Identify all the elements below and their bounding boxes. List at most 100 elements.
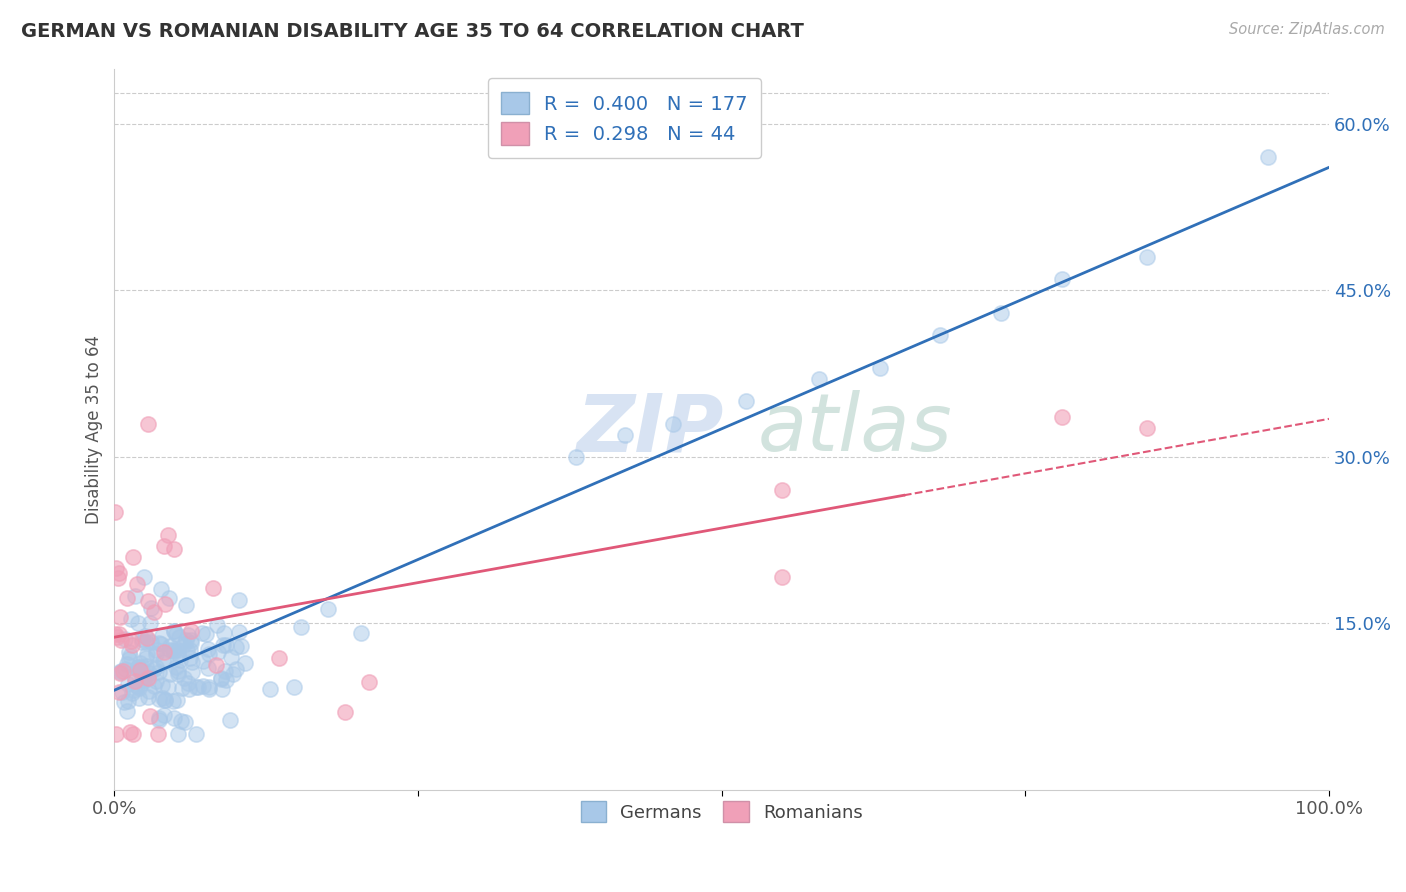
Point bbox=[290, 620, 312, 634]
Point bbox=[180, 636, 202, 650]
Point bbox=[163, 710, 186, 724]
Point bbox=[218, 713, 240, 727]
Point bbox=[153, 539, 176, 553]
Point bbox=[111, 685, 134, 699]
Point bbox=[197, 641, 219, 656]
Point bbox=[118, 724, 141, 739]
Point bbox=[869, 361, 891, 376]
Point bbox=[211, 682, 233, 697]
Point bbox=[191, 625, 214, 640]
Point bbox=[136, 631, 159, 645]
Point bbox=[990, 306, 1012, 320]
Point bbox=[170, 714, 193, 728]
Point bbox=[197, 680, 219, 694]
Point bbox=[209, 673, 232, 687]
Point bbox=[142, 680, 165, 694]
Point bbox=[105, 727, 128, 741]
Point bbox=[269, 651, 291, 665]
Point bbox=[139, 635, 162, 649]
Point bbox=[1136, 420, 1159, 434]
Point bbox=[152, 653, 174, 667]
Point bbox=[163, 624, 186, 638]
Point bbox=[149, 637, 172, 651]
Point bbox=[181, 665, 204, 680]
Point bbox=[283, 680, 305, 694]
Point bbox=[179, 650, 201, 665]
Point bbox=[135, 634, 157, 648]
Point bbox=[138, 666, 160, 681]
Point bbox=[118, 652, 141, 666]
Point bbox=[159, 639, 181, 653]
Point bbox=[145, 647, 167, 661]
Point bbox=[121, 686, 143, 700]
Point bbox=[118, 645, 141, 659]
Point bbox=[335, 705, 357, 719]
Point bbox=[136, 417, 159, 431]
Legend: Germans, Romanians: Germans, Romanians bbox=[568, 789, 876, 835]
Point bbox=[125, 679, 148, 693]
Point bbox=[157, 591, 180, 605]
Point bbox=[114, 632, 136, 646]
Point bbox=[110, 665, 132, 679]
Point bbox=[1050, 409, 1073, 424]
Point bbox=[225, 640, 247, 654]
Point bbox=[127, 616, 149, 631]
Point bbox=[173, 671, 195, 685]
Point bbox=[212, 638, 235, 652]
Point bbox=[198, 681, 221, 696]
Point bbox=[359, 674, 381, 689]
Point bbox=[735, 394, 758, 409]
Point bbox=[153, 693, 176, 707]
Point bbox=[115, 704, 138, 718]
Point bbox=[108, 610, 131, 624]
Point bbox=[148, 713, 170, 727]
Point bbox=[148, 692, 170, 706]
Point bbox=[613, 427, 636, 442]
Point bbox=[110, 633, 132, 648]
Text: Source: ZipAtlas.com: Source: ZipAtlas.com bbox=[1229, 22, 1385, 37]
Point bbox=[145, 660, 167, 674]
Point bbox=[127, 660, 149, 674]
Point bbox=[107, 627, 129, 641]
Point bbox=[127, 662, 149, 676]
Point bbox=[134, 570, 156, 584]
Point bbox=[215, 673, 238, 688]
Point bbox=[207, 618, 229, 632]
Point bbox=[195, 627, 218, 641]
Point bbox=[107, 571, 129, 585]
Point bbox=[121, 638, 143, 652]
Point bbox=[231, 640, 253, 654]
Point bbox=[105, 561, 128, 575]
Point bbox=[165, 660, 187, 674]
Point bbox=[136, 671, 159, 685]
Point bbox=[132, 673, 155, 688]
Point bbox=[104, 506, 127, 520]
Point bbox=[187, 680, 209, 694]
Point bbox=[136, 594, 159, 608]
Point bbox=[316, 601, 339, 615]
Point bbox=[228, 593, 250, 607]
Point bbox=[163, 541, 186, 556]
Point bbox=[1257, 150, 1279, 164]
Point bbox=[128, 681, 150, 696]
Point bbox=[225, 662, 247, 676]
Point bbox=[152, 655, 174, 669]
Point bbox=[153, 597, 176, 611]
Point bbox=[141, 601, 163, 615]
Point bbox=[122, 550, 145, 565]
Point bbox=[176, 643, 198, 657]
Point bbox=[565, 450, 588, 464]
Point bbox=[209, 671, 232, 685]
Point bbox=[191, 654, 214, 668]
Point bbox=[145, 643, 167, 657]
Point bbox=[197, 661, 219, 675]
Point bbox=[163, 624, 186, 638]
Point bbox=[120, 634, 142, 648]
Point bbox=[219, 649, 242, 664]
Point bbox=[150, 582, 173, 596]
Point bbox=[124, 673, 146, 688]
Point bbox=[167, 727, 190, 741]
Text: atlas: atlas bbox=[758, 390, 953, 468]
Point bbox=[153, 645, 176, 659]
Point bbox=[129, 663, 152, 677]
